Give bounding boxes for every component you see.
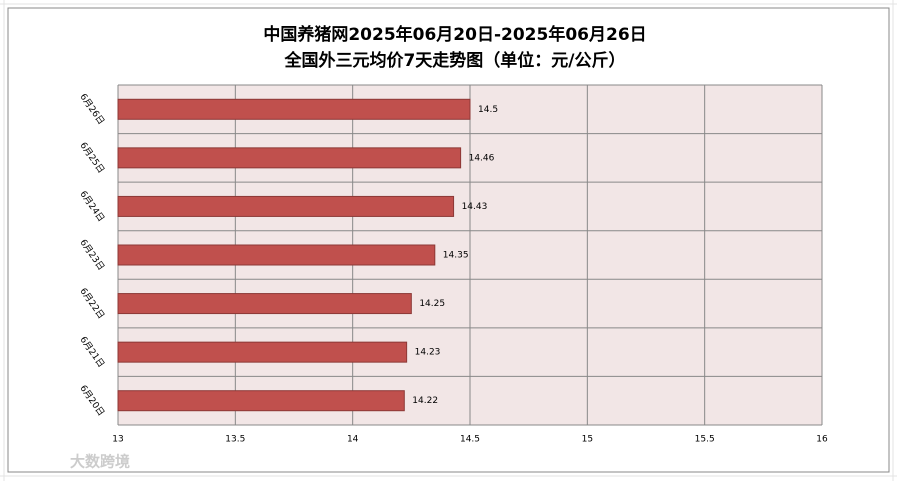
x-tick-label: 16 (816, 435, 828, 445)
bar (117, 390, 405, 412)
bar (117, 195, 455, 217)
bar (117, 341, 408, 363)
x-tick-label: 13.5 (225, 435, 245, 445)
x-tick-label: 13 (112, 435, 123, 445)
x-tick-label: 15.5 (695, 435, 715, 445)
value-label: 14.5 (478, 105, 498, 115)
bar (117, 147, 462, 169)
x-tick-label: 14.5 (460, 435, 480, 445)
watermark: 大数跨境 (70, 453, 130, 471)
bar (117, 244, 436, 266)
x-tick-label: 15 (582, 435, 593, 445)
value-label: 14.23 (415, 348, 441, 358)
chart-subtitle: 全国外三元均价7天走势图（单位：元/公斤） (283, 50, 625, 71)
value-label: 14.46 (469, 153, 495, 163)
value-label: 14.35 (443, 251, 469, 261)
chart-title: 中国养猪网2025年06月20日-2025年06月26日 (263, 24, 646, 45)
x-tick-label: 14 (347, 435, 359, 445)
value-label: 14.22 (412, 396, 438, 406)
bar (117, 293, 412, 315)
value-label: 14.43 (462, 202, 488, 212)
value-label: 14.25 (419, 299, 445, 309)
bar (117, 98, 471, 120)
